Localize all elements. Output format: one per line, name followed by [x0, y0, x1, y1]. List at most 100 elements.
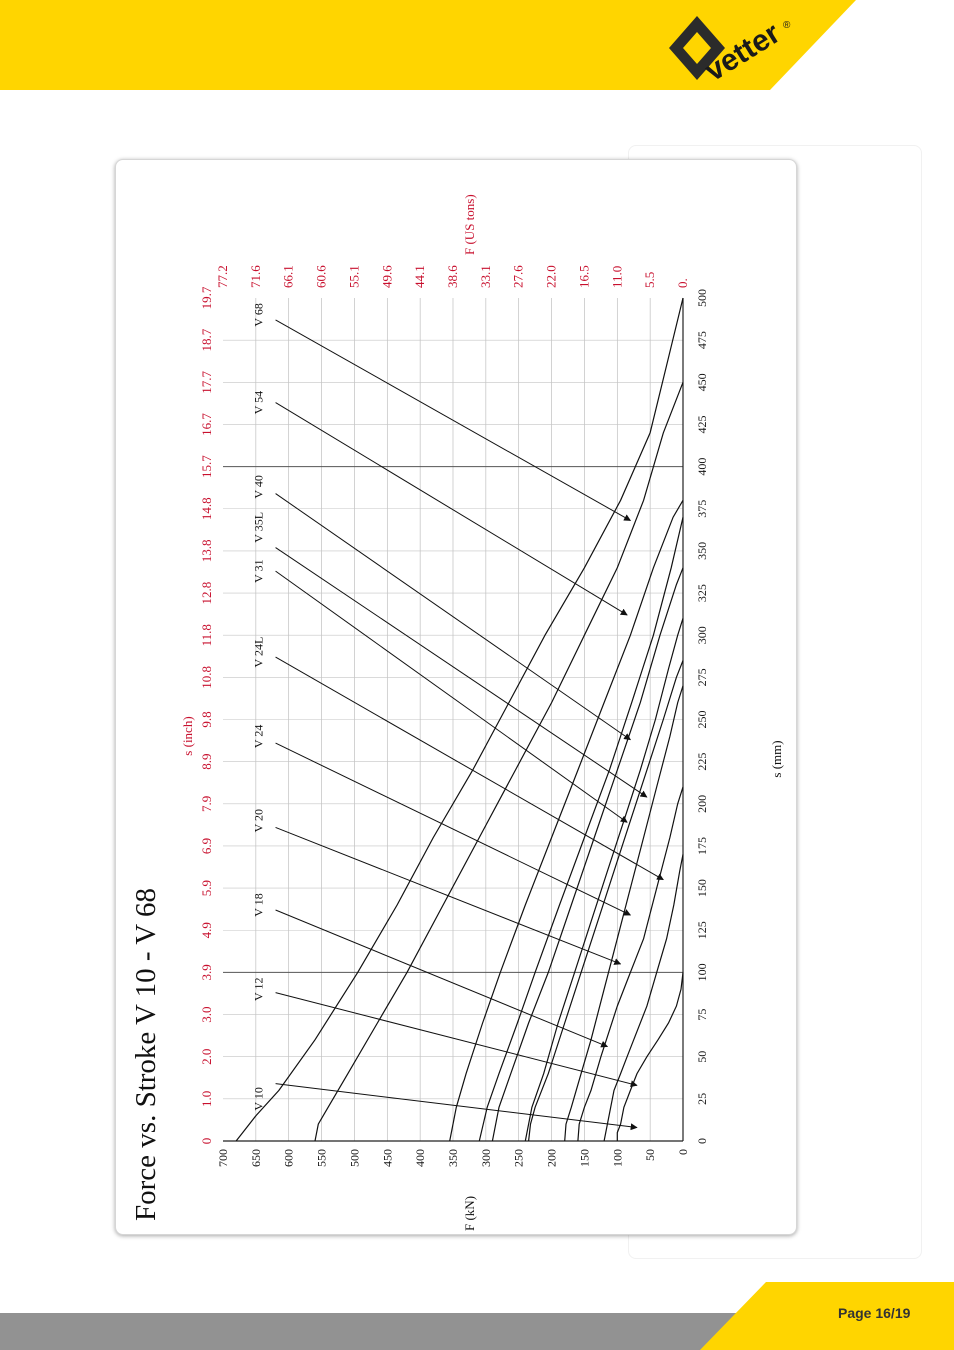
header-yellow-band: [0, 0, 856, 90]
force-stroke-chart: V 10 V 12 V 18 V 20 V 24 V 24L V 31 V 35L V 40 V …: [130, 194, 784, 1231]
footer-gray-band: [0, 1313, 740, 1350]
x2-tick-label: 5.9: [199, 880, 214, 896]
curve-v-54: [314, 382, 684, 1142]
arrow-group: [275, 319, 664, 1131]
y2-tick-label: 11.0: [609, 266, 624, 288]
arrow-v-24l: [275, 656, 664, 881]
y-tick-label: 200: [545, 1149, 559, 1167]
arrow-v-40: [275, 493, 632, 741]
x2-tick-label: 2.0: [199, 1049, 214, 1065]
x-tick-label: 50: [695, 1051, 709, 1063]
curve-v-20: [564, 685, 684, 1142]
x-tick-label: 275: [695, 668, 709, 686]
y2-tick-label: 33.1: [478, 265, 493, 288]
curve-group: [235, 297, 684, 1142]
chart-axes: [223, 298, 684, 1142]
x2-tick-label: 8.9: [199, 754, 214, 770]
x2-tick-label: 13.8: [199, 540, 214, 563]
x2-tick-label: 12.8: [199, 582, 214, 605]
page-number: Page 16/19: [838, 1305, 911, 1321]
x2-tick-label: 14.8: [199, 497, 214, 520]
x2-tick-label: 18.7: [199, 328, 214, 351]
x2-tick-label: 6.9: [199, 838, 214, 854]
y2-tick-label: 66.1: [281, 265, 296, 288]
vetter-logo-icon: [669, 16, 725, 80]
y-tick-label: 0: [676, 1149, 690, 1155]
arrow-v-54: [275, 402, 628, 616]
y-tick-label: 250: [512, 1149, 526, 1167]
x-tick-label: 150: [695, 879, 709, 897]
x-tick-label: 500: [695, 289, 709, 307]
chart-title: Force vs. Stroke V 10 - V 68: [130, 888, 162, 1221]
x-tick-label: 350: [695, 542, 709, 560]
x2-tick-label: 17.7: [199, 370, 214, 393]
x-tick-label: 100: [695, 963, 709, 981]
x2-tick-label: 16.7: [199, 413, 214, 436]
series-label-v-35l: V 35L: [251, 512, 265, 543]
x-axis-label: s (mm): [769, 740, 784, 777]
x2-tick-label: 0: [199, 1138, 214, 1145]
x-tick-label: 75: [695, 1009, 709, 1021]
header-band: [0, 0, 856, 90]
x-tick-label: 450: [695, 373, 709, 391]
y2-tick-label: 0.: [675, 278, 690, 288]
x-tick-label: 300: [695, 626, 709, 644]
x2-tick-label: 9.8: [199, 711, 214, 727]
series-labels: V 10 V 12 V 18 V 20 V 24 V 24L V 31 V 35L V 40 V …: [251, 303, 265, 1110]
vetter-logo-wordmark: vetter: [699, 16, 786, 87]
y-tick-label: 700: [216, 1149, 230, 1167]
y-tick-label: 350: [446, 1149, 460, 1167]
vetter-logo: vetter ®: [669, 16, 791, 88]
arrow-v-12: [275, 992, 638, 1088]
y-tick-label: 50: [643, 1149, 657, 1161]
y2-tick-label: 5.5: [642, 272, 657, 288]
arrow-v-24: [275, 742, 632, 916]
x2-tick-label: 3.0: [199, 1006, 214, 1022]
series-label-v-40: V 40: [251, 475, 265, 498]
x-tick-label: 25: [695, 1093, 709, 1105]
x-tick-label: 200: [695, 795, 709, 813]
arrow-v-31: [275, 570, 628, 823]
x-tick-label: 125: [695, 921, 709, 939]
curve-v-31: [491, 567, 684, 1142]
y2-tick-label: 77.2: [215, 265, 230, 288]
y2-tick-label: 49.6: [379, 265, 394, 288]
x-tick-label: 250: [695, 711, 709, 729]
y-tick-label: 300: [479, 1149, 493, 1167]
series-label-v-24: V 24: [251, 725, 265, 748]
arrow-v-18: [275, 909, 609, 1048]
curve-v-12: [603, 854, 684, 1142]
grid-lines: [223, 298, 683, 1141]
arrow-v-35l: [275, 547, 648, 798]
y2-tick-label: 44.1: [412, 265, 427, 288]
y2-tick-label: 38.6: [445, 265, 460, 288]
x2-tick-label: 7.9: [199, 796, 214, 812]
y-tick-label: 150: [577, 1149, 591, 1167]
curve-v-68: [235, 297, 684, 1142]
series-label-v-54: V 54: [251, 391, 265, 414]
y2-tick-label: 16.5: [576, 265, 591, 288]
y2-tick-label: 55.1: [346, 265, 361, 288]
x2-tick-label: 1.0: [199, 1091, 214, 1107]
x-tick-label: 425: [695, 415, 709, 433]
x2-tick-label: 11.8: [199, 624, 214, 646]
x-tick-label: 325: [695, 584, 709, 602]
series-label-v-10: V 10: [251, 1087, 265, 1110]
x2-tick-label: 4.9: [199, 922, 214, 938]
y-axis-label: F (kN): [462, 1196, 477, 1231]
footer-yellow-band: [700, 1282, 954, 1350]
arrow-v-10: [275, 1083, 638, 1131]
x-tick-label: 225: [695, 753, 709, 771]
y-tick-label: 500: [347, 1149, 361, 1167]
series-label-v-24l: V 24L: [251, 637, 265, 668]
y2-tick-label: 27.6: [511, 265, 526, 288]
y2-axis-label: F (US tons): [462, 194, 477, 255]
series-label-v-68: V 68: [251, 303, 265, 326]
series-label-v-31: V 31: [251, 559, 265, 582]
x2-axis-label: s (inch): [180, 716, 195, 755]
x-tick-label: 375: [695, 500, 709, 518]
x-tick-label: 475: [695, 331, 709, 349]
arrow-v-20: [275, 826, 622, 965]
x-tick-label: 175: [695, 837, 709, 855]
y-tick-label: 600: [282, 1149, 296, 1167]
